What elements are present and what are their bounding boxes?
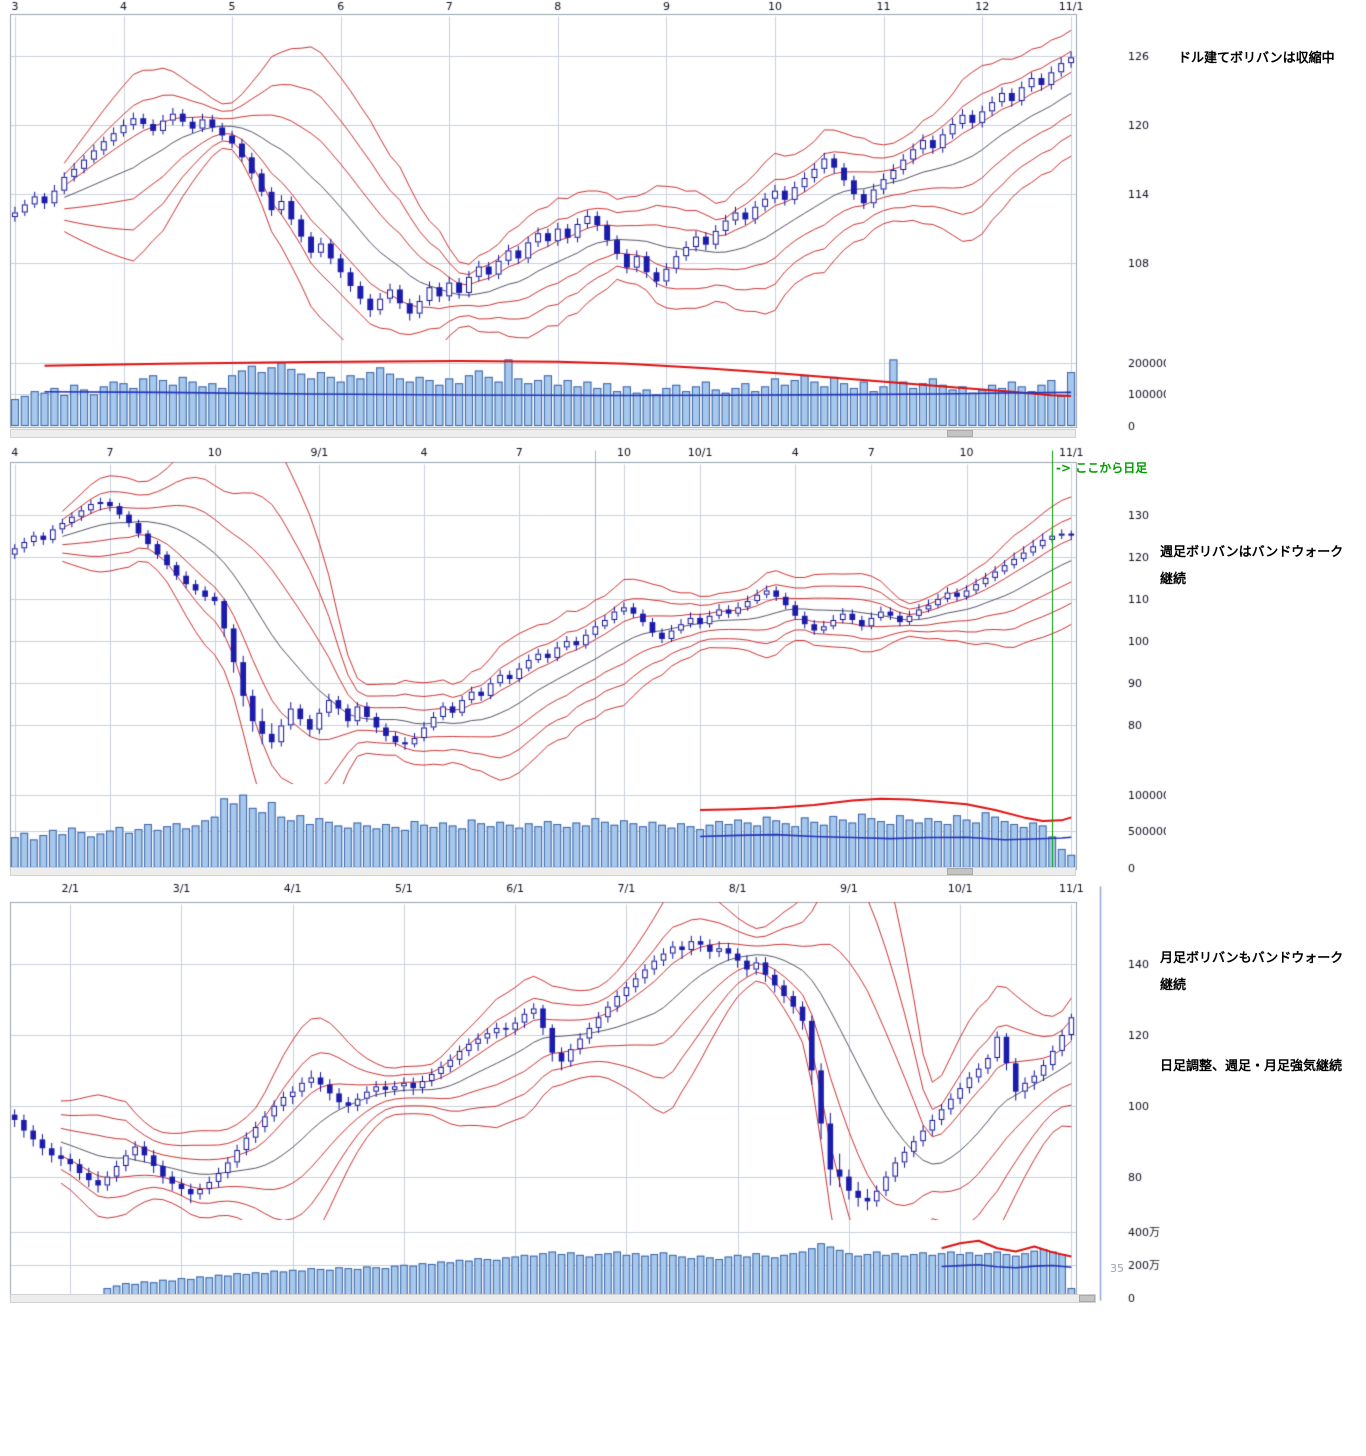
monthly-chart-scrollbar[interactable] bbox=[10, 1294, 1096, 1303]
weekly-chart-canvas[interactable] bbox=[0, 446, 1166, 874]
weekly-chart-note: 週足ボリバンはバンドウォーク継続 bbox=[1160, 545, 1344, 587]
scrollbar-thumb[interactable] bbox=[947, 868, 973, 875]
summary-note: 日足調整、週足・月足強気継続 bbox=[1160, 1059, 1343, 1074]
daily-start-marker-label: -> ここから日足 bbox=[1056, 461, 1148, 475]
stray-value-label: 35 bbox=[1110, 1262, 1124, 1275]
scrollbar-thumb[interactable] bbox=[1079, 1295, 1095, 1302]
scrollbar-thumb[interactable] bbox=[947, 430, 973, 437]
daily-chart-note: ドル建てボリバンは収縮中 bbox=[1178, 51, 1335, 66]
monthly-chart-note: 月足ボリバンもバンドウォーク継続 bbox=[1160, 951, 1344, 993]
daily-chart-scrollbar[interactable] bbox=[10, 429, 1076, 438]
monthly-chart-canvas[interactable] bbox=[0, 882, 1166, 1302]
daily-chart-canvas[interactable] bbox=[0, 0, 1166, 440]
weekly-chart-scrollbar[interactable] bbox=[10, 867, 1076, 876]
